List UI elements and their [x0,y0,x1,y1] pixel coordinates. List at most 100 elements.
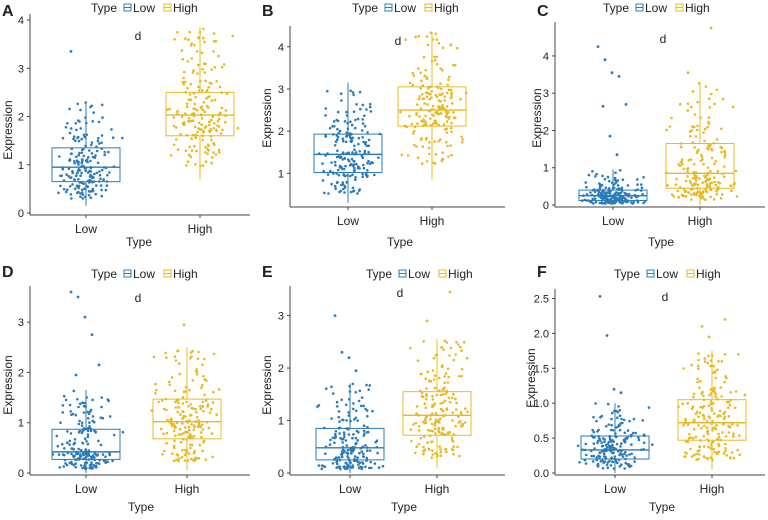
data-point [423,418,427,422]
data-point [416,156,420,160]
data-point [440,93,443,96]
data-point [603,191,606,195]
outlier-point [707,335,711,339]
data-point [420,79,423,83]
data-point [203,71,207,74]
y-tick-label: 0.5 [534,433,549,445]
data-point [88,178,92,182]
data-point [351,464,355,467]
data-point [705,185,709,188]
data-point [82,182,86,186]
data-point [347,151,351,154]
data-point [362,424,366,428]
data-point [366,449,369,453]
data-point [61,443,64,446]
outlier-point [97,363,101,367]
data-point [694,135,698,138]
data-point [336,149,339,152]
data-point [693,418,696,421]
data-point [193,449,197,453]
data-point [212,127,216,130]
data-point [616,416,619,420]
data-point [689,447,692,451]
data-point [104,188,108,192]
data-point [173,439,176,443]
data-point [460,374,463,378]
x-tick-label-high: High [420,214,445,228]
data-point [94,430,98,434]
data-point [687,159,691,162]
data-point [443,375,447,378]
data-point [454,353,458,356]
data-point [609,198,613,201]
data-point [611,411,614,415]
data-point [212,151,215,154]
data-point [722,417,726,421]
data-point [686,109,689,112]
data-point [177,406,181,409]
data-point [601,467,605,470]
data-point [182,76,185,80]
data-point [154,392,157,395]
data-point [437,113,440,116]
data-point [461,138,465,141]
data-point [431,449,434,453]
data-point [367,144,371,148]
data-point [684,189,688,193]
data-point [420,162,424,165]
data-point [714,395,717,399]
points-high [165,27,240,168]
data-point [181,448,184,452]
data-point [74,139,77,142]
data-point [77,119,80,122]
data-point [105,184,109,187]
data-point [80,161,83,165]
data-point [211,115,215,118]
data-point [642,176,645,179]
data-point [341,167,344,171]
data-point [322,169,326,173]
data-point [445,91,449,95]
data-point [343,435,346,439]
data-point [696,380,699,384]
data-point [727,400,731,404]
data-point [220,106,224,110]
data-point [110,128,113,131]
data-point [715,189,718,193]
significance-annotation: d [135,29,142,43]
data-point [419,87,423,90]
data-point [466,410,469,414]
data-point [165,441,168,445]
data-point [367,138,371,142]
data-point [86,417,90,420]
data-point [76,398,79,401]
data-point [585,185,588,189]
data-point [323,191,326,195]
data-point [613,455,617,458]
data-point [412,423,415,426]
data-point [339,92,343,95]
data-point [361,122,365,125]
data-point [206,152,209,156]
data-point [80,424,84,427]
data-point [69,127,73,130]
data-point [433,427,437,431]
data-point [325,387,328,391]
data-point [174,359,178,362]
data-point [81,193,85,196]
data-point [641,419,644,422]
data-point [358,389,362,393]
data-point [703,127,707,131]
data-point [354,416,358,420]
data-point [321,162,324,165]
data-point [647,406,651,409]
data-point [197,456,201,460]
data-point [329,438,332,442]
legend-title: Type [366,267,392,281]
data-point [699,405,702,409]
data-point [362,434,366,437]
data-point [722,175,726,179]
data-point [196,357,200,361]
data-point [364,407,367,411]
data-point [615,426,618,429]
